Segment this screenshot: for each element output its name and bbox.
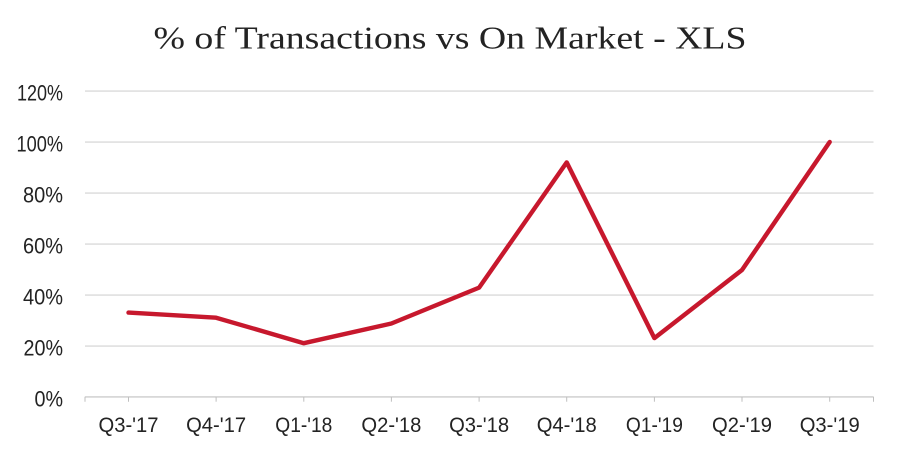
svg-text:Q2-'18: Q2-'18 <box>361 413 421 437</box>
svg-text:Q3-'18: Q3-'18 <box>449 413 509 437</box>
svg-text:80%: 80% <box>23 183 63 208</box>
svg-text:Q1-'18: Q1-'18 <box>275 413 332 437</box>
svg-text:40%: 40% <box>23 285 63 310</box>
svg-text:Q1-'19: Q1-'19 <box>626 413 683 437</box>
svg-text:60%: 60% <box>23 234 63 259</box>
svg-text:100%: 100% <box>17 132 64 157</box>
svg-text:Q3-'19: Q3-'19 <box>800 413 860 437</box>
svg-text:Q4-'18: Q4-'18 <box>537 413 597 437</box>
svg-text:Q2-'19: Q2-'19 <box>712 413 772 437</box>
svg-text:20%: 20% <box>24 336 64 361</box>
svg-text:0%: 0% <box>35 387 64 412</box>
svg-text:Q4-'17: Q4-'17 <box>186 413 246 437</box>
svg-text:Q3-'17: Q3-'17 <box>99 413 159 437</box>
svg-text:% of Transactions vs On Market: % of Transactions vs On Market - XLS <box>154 21 747 56</box>
svg-text:120%: 120% <box>17 81 63 106</box>
